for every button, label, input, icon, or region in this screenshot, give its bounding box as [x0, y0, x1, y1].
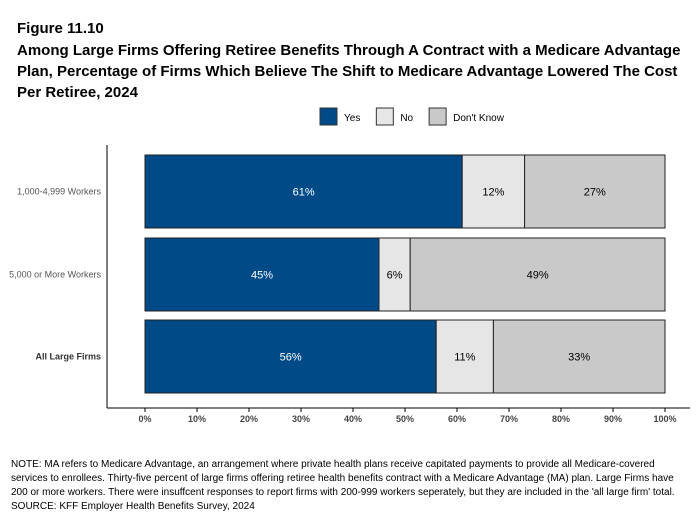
bar-0-1: [144, 237, 380, 312]
x-tick-label: 50%: [396, 414, 414, 424]
legend-label-2: Don't Know: [453, 113, 505, 124]
data-label: 27%: [584, 187, 606, 199]
x-tick-label: 80%: [552, 414, 570, 424]
x-tick-label: 30%: [292, 414, 310, 424]
note-text: NOTE: MA refers to Medicare Advantage, a…: [11, 459, 675, 498]
legend-label-1: No: [400, 113, 413, 124]
x-tick-label: 20%: [240, 414, 258, 424]
bar-1-0: [461, 154, 526, 229]
bar-0-2: [144, 319, 437, 394]
note-block: NOTE: MA refers to Medicare Advantage, a…: [11, 458, 691, 514]
bar-1-2: [435, 319, 494, 394]
category-label: 5,000 or More Workers: [9, 270, 101, 280]
category-label: All Large Firms: [35, 352, 101, 362]
data-label: 12%: [482, 187, 504, 199]
legend-swatch-0: [319, 107, 338, 126]
legend-swatch-1: [375, 107, 394, 126]
x-tick-label: 40%: [344, 414, 362, 424]
data-label: 61%: [293, 187, 315, 199]
category-label: 1,000-4,999 Workers: [17, 187, 101, 197]
chart-title: Among Large Firms Offering Retiree Benef…: [17, 42, 681, 101]
data-label: 6%: [387, 270, 403, 282]
bar-1-1: [378, 237, 411, 312]
x-tick-label: 0%: [138, 414, 151, 424]
x-tick-label: 10%: [188, 414, 206, 424]
data-label: 49%: [527, 270, 549, 282]
bar-2-0: [524, 154, 666, 229]
legend-label-0: Yes: [344, 113, 360, 124]
x-tick-label: 100%: [653, 414, 676, 424]
data-label: 45%: [251, 270, 273, 282]
bar-2-1: [409, 237, 666, 312]
bar-2-2: [492, 319, 666, 394]
data-label: 56%: [280, 352, 302, 364]
data-label: 11%: [454, 352, 475, 364]
legend-swatch-2: [428, 107, 447, 126]
x-tick-label: 70%: [500, 414, 518, 424]
x-tick-label: 60%: [448, 414, 466, 424]
data-label: 33%: [568, 352, 590, 364]
x-tick-label: 90%: [604, 414, 622, 424]
source-text: SOURCE: KFF Employer Health Benefits Sur…: [11, 501, 255, 512]
figure-label: Figure 11.10: [17, 20, 104, 37]
